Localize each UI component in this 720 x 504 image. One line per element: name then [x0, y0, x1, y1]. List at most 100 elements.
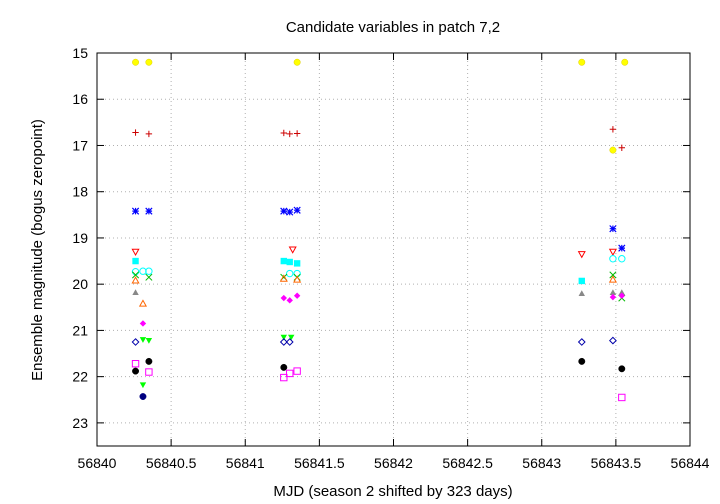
grid-lines	[97, 53, 690, 446]
data-point	[145, 207, 153, 215]
y-tick-label: 18	[72, 184, 88, 200]
data-point	[131, 248, 140, 257]
data-point	[293, 206, 301, 214]
data-point	[288, 334, 295, 341]
data-point	[609, 293, 617, 301]
x-tick-label: 56843	[522, 455, 561, 471]
x-tick-label: 56842	[374, 455, 413, 471]
data-point	[145, 368, 153, 376]
data-point	[145, 58, 153, 66]
data-point	[618, 365, 626, 373]
data-point	[578, 357, 586, 365]
data-point	[578, 277, 585, 285]
data-point	[293, 58, 301, 66]
x-tick-label: 56842.5	[442, 455, 493, 471]
data-point	[618, 289, 626, 296]
x-tick-label: 56840	[78, 455, 117, 471]
data-point	[293, 367, 301, 375]
y-tick-label: 23	[72, 415, 88, 431]
tick-labels: 56840 56840.5 56841 56841.5 56842 56842.5 5684…	[72, 45, 709, 471]
data-point	[609, 146, 617, 154]
data-point	[132, 289, 139, 296]
y-tick-label: 16	[72, 91, 88, 107]
y-tick-label: 17	[72, 137, 88, 153]
data-point	[577, 251, 586, 259]
y-tick-label: 21	[72, 322, 88, 338]
data-point	[139, 337, 147, 343]
data-point	[145, 130, 153, 138]
data-point	[608, 248, 617, 257]
data-point	[293, 292, 301, 299]
data-point	[286, 130, 293, 138]
data-point	[577, 338, 586, 346]
data-point	[293, 130, 301, 137]
x-tick-label: 56844	[671, 455, 710, 471]
data-point	[131, 338, 140, 346]
data-point	[618, 244, 626, 252]
y-axis-label: Ensemble magnitude (bogus zeropoint)	[29, 119, 46, 381]
data-point	[618, 144, 626, 151]
data-point	[618, 255, 626, 263]
data-point	[145, 338, 153, 344]
data-point	[280, 207, 288, 215]
data-point	[618, 393, 626, 402]
data-point	[145, 267, 153, 275]
y-tick-label: 15	[72, 45, 88, 61]
data-point	[132, 367, 139, 375]
data-point	[609, 225, 617, 233]
data-point	[621, 58, 629, 66]
data-point	[609, 255, 617, 263]
data-point	[131, 271, 140, 279]
x-tick-label: 56840.5	[146, 455, 197, 471]
data-points	[131, 58, 629, 402]
data-point	[131, 360, 140, 368]
data-point	[578, 290, 585, 296]
data-point	[609, 271, 617, 279]
data-point	[286, 369, 294, 378]
data-point	[288, 246, 297, 254]
data-point	[132, 257, 139, 265]
x-tick-label: 56843.5	[591, 455, 642, 471]
x-axis-label: MJD (season 2 shifted by 323 days)	[273, 483, 512, 500]
data-point	[285, 338, 294, 346]
data-point	[280, 294, 287, 302]
data-point	[139, 320, 147, 327]
data-point	[131, 276, 140, 284]
data-point	[132, 58, 139, 66]
data-point	[286, 269, 294, 278]
data-point	[280, 129, 287, 137]
data-point	[618, 292, 626, 299]
x-tick-label: 56841	[226, 455, 265, 471]
data-point	[131, 267, 140, 276]
data-point	[280, 373, 288, 382]
data-point	[609, 336, 617, 345]
data-point	[139, 393, 147, 400]
data-point	[608, 275, 617, 283]
data-point	[280, 363, 288, 371]
data-point	[609, 126, 617, 133]
data-point	[286, 258, 293, 266]
data-point	[280, 334, 287, 341]
y-tick-label: 20	[72, 276, 88, 292]
data-point	[139, 382, 147, 389]
data-point	[286, 297, 293, 304]
y-tick-label: 19	[72, 230, 88, 246]
data-point	[279, 338, 288, 346]
data-point	[280, 257, 287, 265]
data-point	[609, 289, 617, 296]
data-point	[138, 299, 148, 307]
chart-title: Candidate variables in patch 7,2	[286, 19, 500, 36]
data-point	[279, 274, 288, 282]
data-point	[578, 58, 586, 66]
data-point	[145, 273, 153, 281]
x-tick-label: 56841.5	[294, 455, 345, 471]
data-point	[286, 208, 294, 216]
plot-frame	[96, 52, 691, 447]
data-point	[131, 207, 140, 215]
y-tick-label: 22	[72, 369, 88, 385]
data-point	[293, 275, 302, 283]
data-point	[145, 357, 153, 365]
data-point	[132, 129, 139, 136]
data-point	[293, 260, 301, 267]
